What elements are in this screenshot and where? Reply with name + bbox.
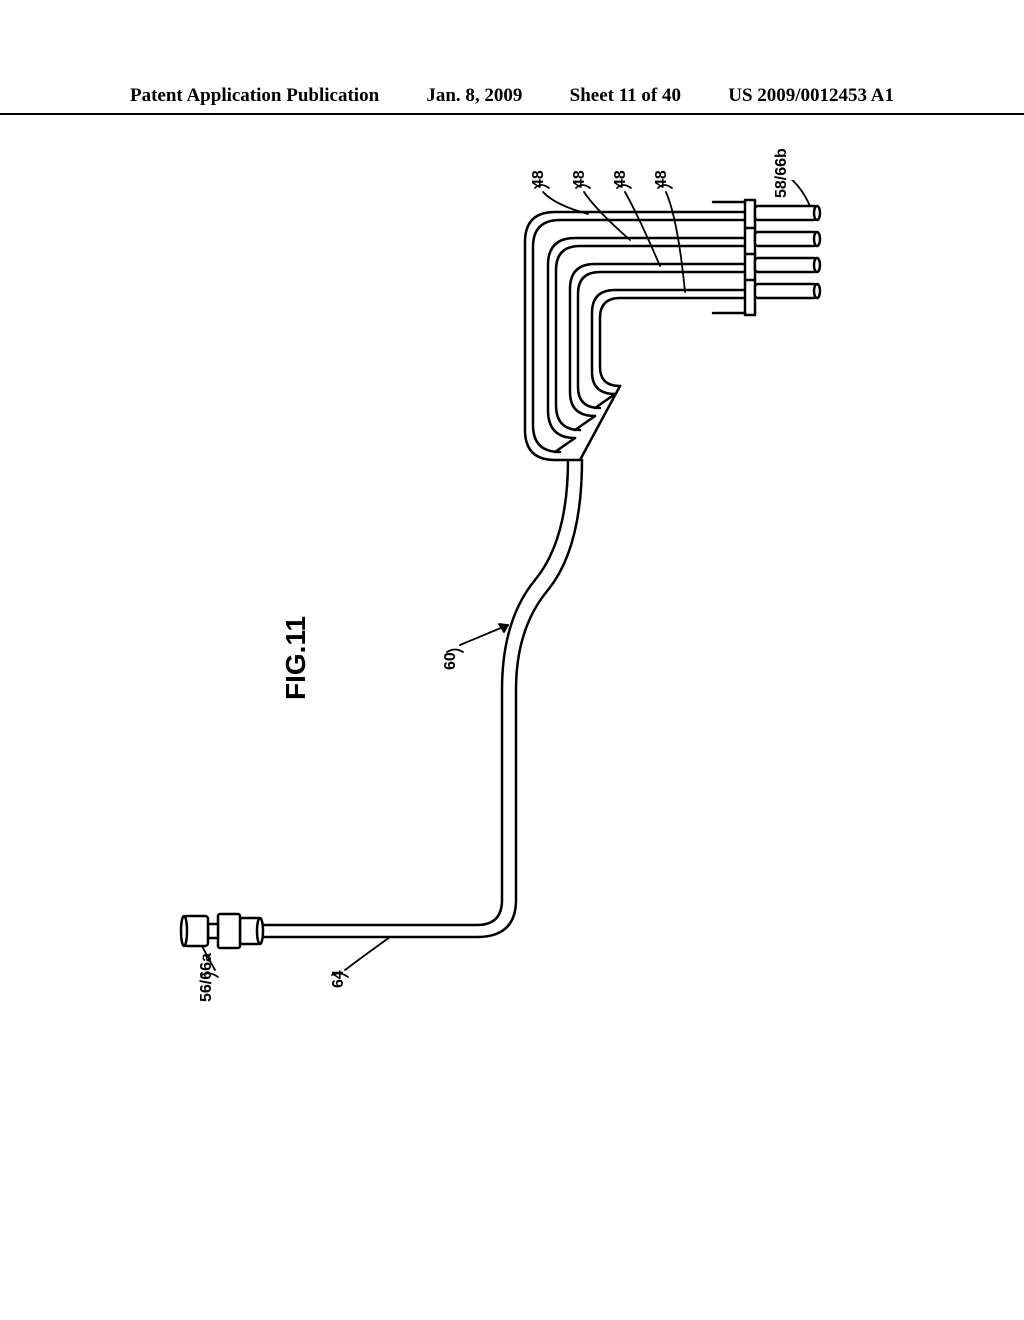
figure-title: FIG.11 (280, 616, 312, 700)
ref-48-a: 48 (530, 170, 548, 188)
ref-56-66a: 56/66a (198, 953, 216, 1002)
figure-drawing (130, 180, 890, 1080)
header-pub-type: Patent Application Publication (130, 85, 379, 107)
ref-48-b: 48 (571, 170, 589, 188)
ref-48-d: 48 (653, 170, 671, 188)
ref-48-c: 48 (612, 170, 630, 188)
page-header: Patent Application Publication Jan. 8, 2… (0, 85, 1024, 115)
ref-58-66b: 58/66b (773, 148, 791, 198)
header-sheet: Sheet 11 of 40 (570, 85, 681, 107)
ref-60: 60 (442, 652, 460, 670)
ref-64: 64 (330, 970, 348, 988)
header-pubnum: US 2009/0012453 A1 (728, 85, 894, 107)
figure-area: FIG.11 48 48 48 48 58/66b 60 64 56/66a (130, 180, 890, 1080)
header-date: Jan. 8, 2009 (426, 85, 522, 107)
